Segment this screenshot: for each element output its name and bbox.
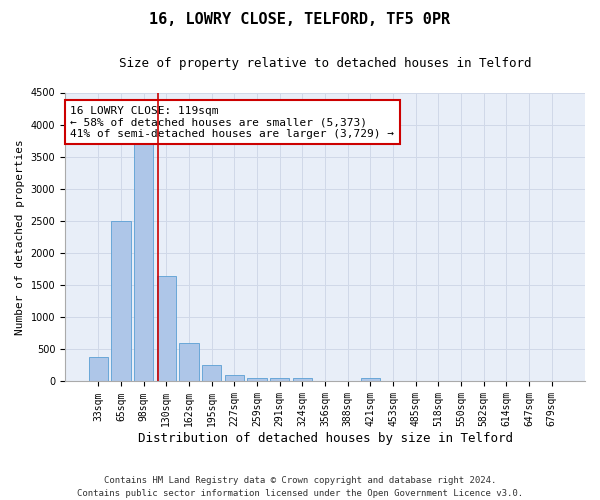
Bar xyxy=(293,378,312,382)
Bar xyxy=(247,378,266,382)
Bar xyxy=(202,366,221,382)
Text: Contains HM Land Registry data © Crown copyright and database right 2024.
Contai: Contains HM Land Registry data © Crown c… xyxy=(77,476,523,498)
X-axis label: Distribution of detached houses by size in Telford: Distribution of detached houses by size … xyxy=(137,432,512,445)
Bar xyxy=(134,142,153,382)
Bar xyxy=(361,378,380,382)
Bar xyxy=(270,378,289,382)
Bar xyxy=(224,375,244,382)
Bar xyxy=(179,343,199,382)
Bar xyxy=(89,357,108,382)
Text: 16, LOWRY CLOSE, TELFORD, TF5 0PR: 16, LOWRY CLOSE, TELFORD, TF5 0PR xyxy=(149,12,451,28)
Bar xyxy=(112,221,131,382)
Bar xyxy=(157,276,176,382)
Y-axis label: Number of detached properties: Number of detached properties xyxy=(15,139,25,335)
Text: 16 LOWRY CLOSE: 119sqm
← 58% of detached houses are smaller (5,373)
41% of semi-: 16 LOWRY CLOSE: 119sqm ← 58% of detached… xyxy=(70,106,394,138)
Title: Size of property relative to detached houses in Telford: Size of property relative to detached ho… xyxy=(119,58,531,70)
